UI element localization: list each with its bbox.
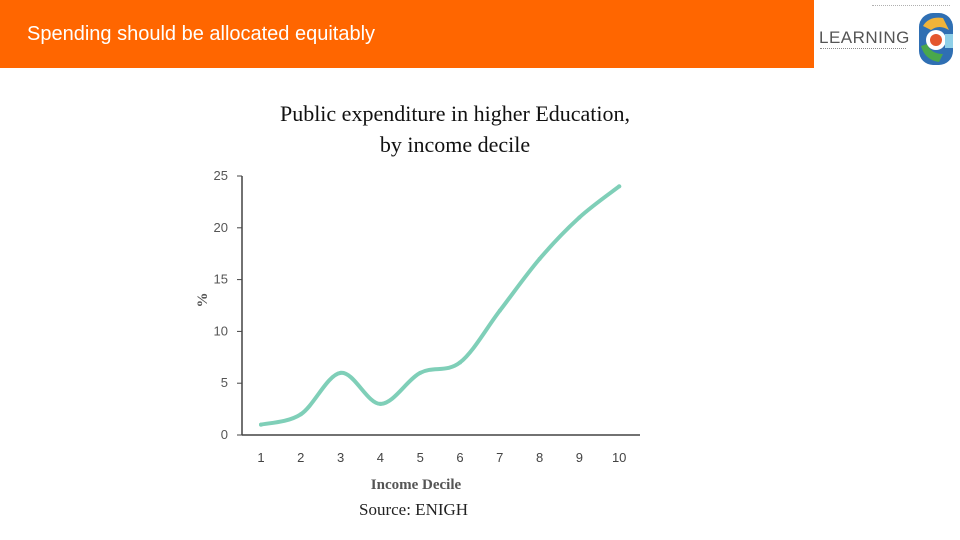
x-tick-label: 6 [456,450,463,465]
logo-wordmark: LEARNING [819,28,910,47]
data-point [537,256,542,261]
header-bar: Spending should be allocated equitably [0,0,814,68]
data-point [497,308,502,313]
learning-logo-emblem-icon [919,13,953,65]
y-tick-label: 5 [221,375,228,390]
source-note: Source: ENIGH [359,500,469,519]
chart-title-line-1: Public expenditure in higher Education, [279,101,631,126]
data-point [577,215,582,220]
y-tick-label: 0 [221,427,228,442]
x-tick-label: 9 [576,450,583,465]
chart-title-line-2: by income decile [379,132,531,157]
chart-axis-labels: Income Decile% [195,293,462,494]
chart-axes [241,176,640,436]
x-tick-label: 5 [417,450,424,465]
x-tick-label: 8 [536,450,543,465]
data-point [418,370,423,375]
series-line [259,184,622,427]
x-tick-label: 10 [612,450,626,465]
y-tick-label: 25 [214,168,228,183]
x-tick-label: 4 [377,450,384,465]
y-tick-label: 20 [214,220,228,235]
y-tick-label: 15 [214,272,228,287]
x-axis-label: Income Decile [371,477,462,493]
data-point [458,360,462,365]
data-point [338,370,343,375]
data-point [617,184,622,189]
y-tick-label: 10 [214,323,228,338]
chart-title: Public expenditure in higher Education, … [225,98,685,160]
logo-top-line [872,5,950,8]
x-tick-label: 7 [496,450,503,465]
data-point [259,422,263,427]
y-axis-label: % [195,293,211,308]
slide-title: Spending should be allocated equitably [27,23,376,45]
x-tick-label: 1 [257,450,264,465]
x-tick-label: 2 [297,450,304,465]
chart-series [259,184,622,427]
x-tick-label: 3 [337,450,344,465]
learning-logo: LEARNING [814,0,960,68]
chart-ticks: 0 5 10 15 20 25 1 2 3 4 5 6 7 8 9 10 [214,168,627,465]
data-point [378,401,383,406]
data-point [298,412,303,417]
logo-tagline-line [820,48,906,52]
